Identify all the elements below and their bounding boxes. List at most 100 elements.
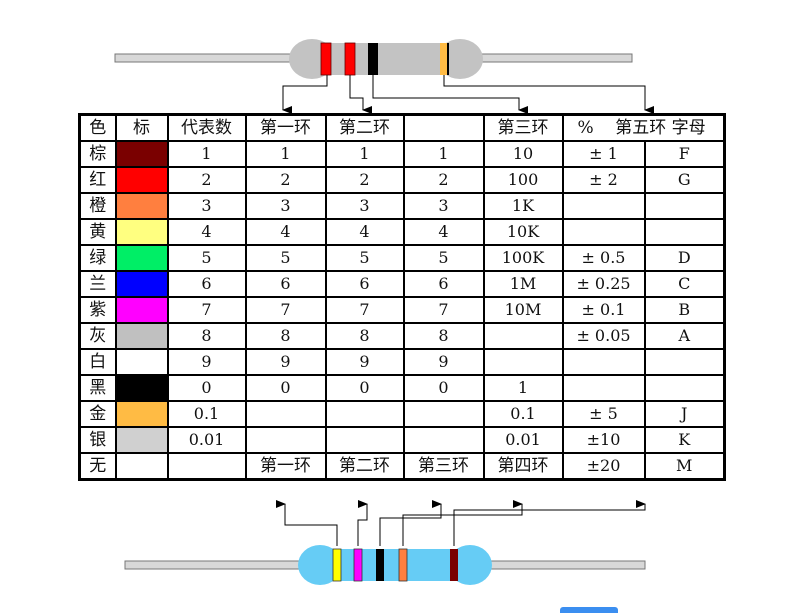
tolerance: ±20 (561, 452, 646, 481)
band-3-value: 8 (402, 322, 485, 350)
color-swatch (114, 140, 169, 168)
color-swatch (114, 348, 169, 376)
multiplier: 0.01 (482, 426, 564, 454)
band-3-value: 5 (402, 244, 485, 272)
tolerance-letter: A (643, 322, 726, 350)
tolerance: ± 5 (561, 400, 646, 428)
color-swatch (114, 270, 169, 298)
tolerance: ±10 (561, 426, 646, 454)
color-swatch (114, 374, 169, 402)
multiplier: 100K (482, 244, 564, 272)
band-3-value: 9 (402, 348, 485, 376)
tolerance-letter (643, 192, 726, 220)
band-1-value: 2 (244, 166, 327, 194)
color-name: 金 (78, 400, 117, 428)
color-swatch (114, 218, 169, 246)
band-3-value: 6 (402, 270, 485, 298)
band-2-value: 8 (324, 322, 405, 350)
band-2-value: 2 (324, 166, 405, 194)
resistor-body (318, 549, 472, 581)
tolerance (561, 374, 646, 402)
band-4 (398, 548, 408, 582)
band-2-value: 1 (324, 140, 405, 168)
band-3-value (402, 426, 485, 454)
arrow-band-1 (282, 75, 328, 114)
band-2-value: 0 (324, 374, 405, 402)
tolerance (561, 218, 646, 246)
tolerance-letter: F (643, 140, 726, 168)
table-row: 黄 4 4 4 4 10K (78, 218, 726, 246)
header-band-2: 第二环 (324, 113, 405, 142)
band-2-value: 6 (324, 270, 405, 298)
color-name: 红 (78, 166, 117, 194)
color-swatch (114, 452, 169, 481)
arrow-band-5 (453, 500, 646, 546)
digit-value: 3 (166, 192, 247, 220)
multiplier: 1 (482, 374, 564, 402)
lead-left (124, 560, 304, 570)
color-name: 白 (78, 348, 117, 376)
tolerance-letter: D (643, 244, 726, 272)
tolerance-letter: G (643, 166, 726, 194)
band-3-value: 3 (402, 192, 485, 220)
tolerance: ± 0.5 (561, 244, 646, 272)
digit-value: 2 (166, 166, 247, 194)
digit-value: 5 (166, 244, 247, 272)
lead-right (477, 53, 633, 63)
multiplier: 10M (482, 296, 564, 324)
multiplier (482, 348, 564, 376)
tolerance: ± 0.1 (561, 296, 646, 324)
digit-value: 0.1 (166, 400, 247, 428)
band-2-value: 4 (324, 218, 405, 246)
tolerance-letter: M (643, 452, 726, 481)
band-2 (344, 42, 356, 76)
band-3 (368, 43, 378, 75)
color-name: 无 (78, 452, 117, 481)
multiplier: 100 (482, 166, 564, 194)
tolerance-letter: J (643, 400, 726, 428)
table-row: 银 0.01 0.01 ±10 K (78, 426, 726, 454)
band-2-value: 9 (324, 348, 405, 376)
band-1-value (244, 400, 327, 428)
band-1 (332, 548, 342, 582)
band-2 (353, 548, 363, 582)
tolerance (561, 192, 646, 220)
digit-value: 0.01 (166, 426, 247, 454)
multiplier: 0.1 (482, 400, 564, 428)
band-tolerance-edge (447, 43, 449, 75)
band-3 (376, 549, 384, 581)
tolerance-letter: B (643, 296, 726, 324)
band-1-value: 1 (244, 140, 327, 168)
band-3-value: 1 (402, 140, 485, 168)
color-swatch (114, 322, 169, 350)
band-2-value: 第二环 (324, 452, 405, 481)
band-2-value (324, 400, 405, 428)
header-row: 色 标 代表数 第一环 第二环 第三环 % 第五环 字母 (78, 113, 726, 142)
color-swatch (114, 400, 169, 428)
color-name: 兰 (78, 270, 117, 298)
color-name: 紫 (78, 296, 117, 324)
digit-value: 9 (166, 348, 247, 376)
table-row: 橙 3 3 3 3 1K (78, 192, 726, 220)
top-resistor (114, 39, 633, 79)
tolerance-letter (643, 374, 726, 402)
resistor-body (310, 43, 462, 75)
band-1-value: 第一环 (244, 452, 327, 481)
color-swatch (114, 244, 169, 272)
digit-value (166, 452, 247, 481)
band-1-value: 7 (244, 296, 327, 324)
table-row: 紫 7 7 7 7 10M ± 0.1 B (78, 296, 726, 324)
tolerance-letter: K (643, 426, 726, 454)
band-1-value: 6 (244, 270, 327, 298)
header-color: 色 (78, 113, 117, 142)
band-3-value: 0 (402, 374, 485, 402)
color-name: 黄 (78, 218, 117, 246)
color-swatch (114, 166, 169, 194)
top-arrows (282, 75, 654, 114)
color-name: 橙 (78, 192, 117, 220)
